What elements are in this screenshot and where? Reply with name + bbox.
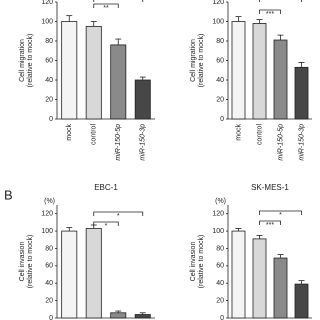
x-tick-label: control (256, 124, 263, 145)
y-axis-label: Cell migration (19, 39, 26, 82)
y-tick-label: 40 (216, 77, 224, 84)
y-tick-label: 60 (45, 57, 53, 64)
significance-label: * (279, 212, 282, 219)
y-axis-label: Cell invasion (190, 242, 197, 282)
bar (61, 21, 78, 120)
significance-bracket (93, 0, 144, 2)
bar (110, 312, 127, 319)
bar (61, 230, 78, 319)
y-tick-label: 60 (45, 263, 53, 270)
x-tick-label: miR-150-5p (115, 124, 122, 161)
y-tick-label: 100 (41, 228, 53, 235)
y-tick-label: 20 (45, 297, 53, 304)
y-tick-label: 40 (216, 280, 224, 287)
y-axis-label: (relative to mock) (198, 235, 205, 289)
significance-label: *** (266, 222, 274, 229)
y-tick-label: 80 (45, 245, 53, 252)
x-tick-label: miR-150-3p (140, 124, 147, 161)
x-tick-label: miR-150-3p (298, 124, 305, 161)
significance-bracket (259, 9, 281, 14)
significance-label: * (117, 213, 120, 220)
y-axis-label: Cell migration (190, 39, 197, 82)
y-axis-label: Cell invasion (19, 242, 26, 282)
y-tick-label: 60 (216, 263, 224, 270)
significance-bracket (93, 3, 119, 8)
y-axis-label: (relative to mock) (27, 235, 34, 289)
y-axis-label: (relative to mock) (198, 34, 205, 88)
y-unit: (%) (44, 198, 55, 205)
bar (134, 314, 151, 319)
significance-label: * (105, 223, 108, 230)
bar (273, 39, 288, 120)
bar (110, 44, 127, 120)
bar (231, 230, 246, 319)
y-tick-label: 40 (45, 77, 53, 84)
y-tick-label: 20 (216, 96, 224, 103)
y-tick-label: 120 (212, 211, 224, 218)
y-tick-label: 0 (49, 315, 53, 320)
y-tick-label: 0 (49, 116, 53, 123)
bar (85, 25, 102, 120)
bar (134, 79, 151, 120)
significance-label: ** (103, 5, 109, 12)
y-unit: (%) (215, 198, 226, 205)
y-tick-label: 100 (212, 18, 224, 25)
y-tick-label: 20 (216, 297, 224, 304)
y-tick-label: 80 (45, 38, 53, 45)
significance-label: *** (266, 11, 274, 18)
x-tick-label: control (91, 124, 98, 145)
y-tick-label: 0 (220, 116, 224, 123)
y-tick-label: 100 (41, 18, 53, 25)
significance-bracket (93, 211, 144, 216)
y-tick-label: 80 (216, 245, 224, 252)
y-tick-label: 120 (212, 0, 224, 6)
y-tick-label: 120 (41, 211, 53, 218)
y-tick-label: 80 (216, 38, 224, 45)
panel-label: B (4, 187, 13, 202)
significance-bracket (259, 210, 302, 215)
y-axis-label: (relative to mock) (27, 34, 34, 88)
y-tick-label: 20 (45, 96, 53, 103)
y-tick-label: 60 (216, 57, 224, 64)
significance-bracket (259, 0, 302, 2)
bar (294, 66, 309, 120)
chart-title: SK-MES-1 (251, 183, 289, 192)
chart-title: EBC-1 (94, 183, 118, 192)
bar (85, 228, 102, 319)
bar (252, 238, 267, 319)
significance-bracket (93, 221, 119, 226)
y-tick-label: 100 (212, 228, 224, 235)
significance-bracket (259, 220, 281, 225)
y-tick-label: 40 (45, 280, 53, 287)
bar (273, 257, 288, 319)
bar (294, 283, 309, 319)
x-tick-label: mock (66, 124, 73, 141)
y-tick-label: 120 (41, 0, 53, 6)
x-tick-label: mock (235, 124, 242, 141)
bar (252, 23, 267, 120)
y-tick-label: 0 (220, 315, 224, 320)
x-tick-label: miR-150-5p (277, 124, 284, 161)
bar (231, 21, 246, 120)
